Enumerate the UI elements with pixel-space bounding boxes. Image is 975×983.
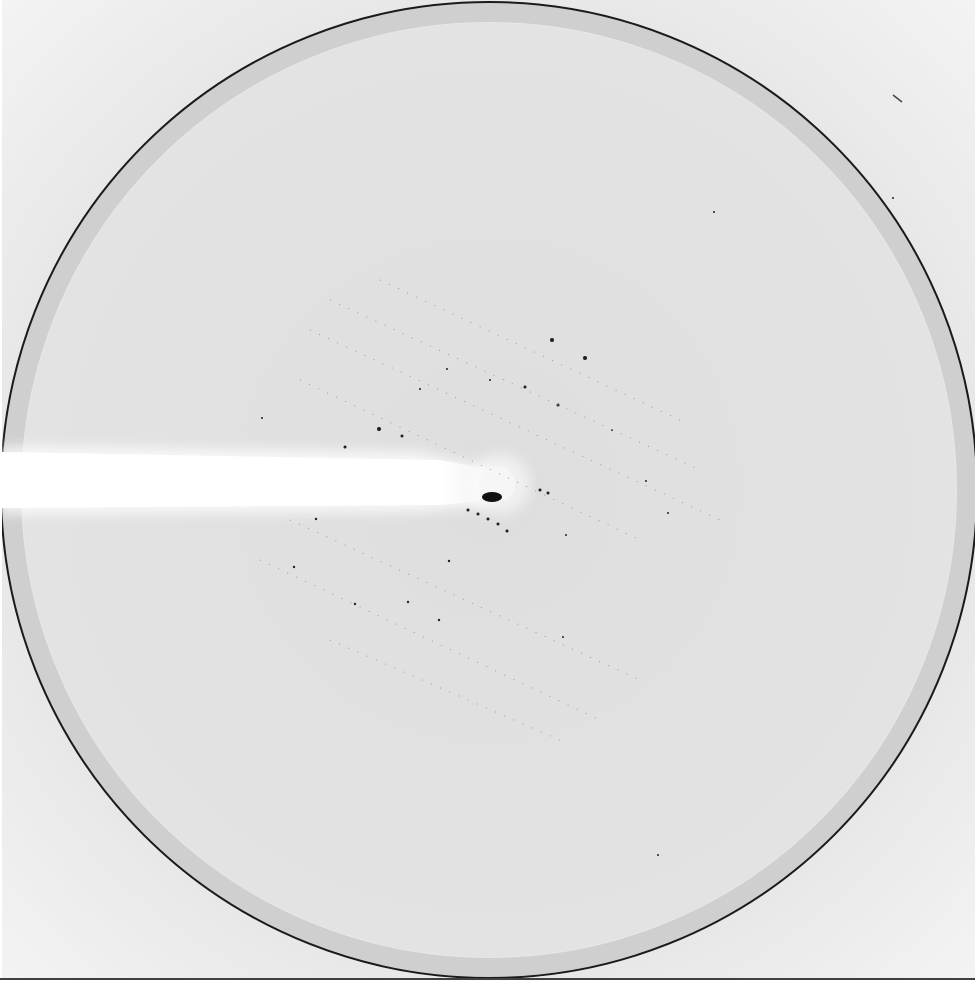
spot (437, 618, 441, 622)
spot (538, 488, 542, 492)
spot (496, 522, 500, 526)
spot-lattice-rows (259, 279, 721, 741)
spot (466, 508, 470, 512)
spot (447, 559, 451, 563)
spot (343, 445, 347, 449)
spot (523, 385, 527, 389)
spot (505, 529, 509, 533)
spot (892, 197, 894, 199)
artifact (892, 94, 903, 103)
spot (556, 403, 560, 407)
spot (667, 512, 669, 514)
spot (645, 480, 647, 482)
spot (565, 534, 567, 536)
spot (562, 636, 564, 638)
spot (486, 517, 490, 521)
spot (261, 417, 263, 419)
spot (419, 388, 421, 390)
diffraction-spots (261, 197, 894, 856)
lattice-row (289, 519, 641, 681)
beam-center (482, 492, 502, 502)
spot (406, 600, 410, 604)
spot (713, 211, 715, 213)
spot (583, 356, 587, 360)
spot (489, 379, 491, 381)
spot (353, 602, 357, 606)
spot (377, 427, 381, 431)
spot (400, 434, 404, 438)
spot (546, 491, 550, 495)
spot (314, 517, 318, 521)
beamstop-shadow (2, 452, 492, 508)
spot (657, 854, 659, 856)
spot (550, 338, 554, 342)
spot (292, 565, 296, 569)
spot (446, 368, 448, 370)
spot (476, 512, 480, 516)
